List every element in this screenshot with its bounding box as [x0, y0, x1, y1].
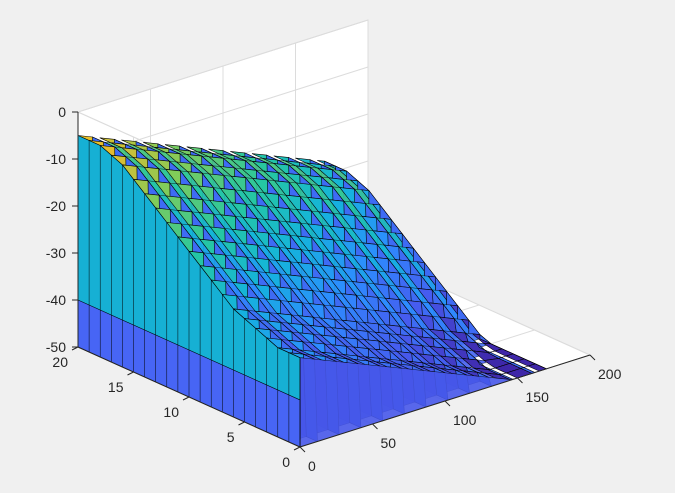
y-tick-label: 15: [108, 379, 124, 395]
x-tick-mark: [299, 446, 306, 453]
y-tick-label: 10: [163, 404, 179, 420]
x-tick-label: 0: [308, 458, 316, 474]
y-tick-mark: [127, 371, 134, 376]
x-tick-label: 100: [453, 412, 477, 428]
y-tick-label: 20: [52, 354, 68, 370]
x-tick-label: 150: [526, 389, 550, 405]
z-tick-label: -20: [46, 198, 66, 214]
y-tick-label: 0: [282, 454, 290, 470]
axes-lines: [71, 111, 596, 453]
z-tick-label: 0: [58, 104, 66, 120]
z-tick-label: -40: [46, 292, 66, 308]
x-tick-mark: [444, 400, 451, 407]
x-tick-mark: [517, 377, 523, 384]
grid-line-z: [77, 19, 369, 113]
grid-line-z: [77, 66, 369, 160]
x-tick-mark: [372, 423, 378, 430]
y-tick-mark: [293, 446, 301, 451]
y-tick-mark: [238, 421, 245, 426]
z-tick-label: -10: [46, 151, 66, 167]
z-tick-label: -30: [46, 245, 66, 261]
surface-face-wall: [479, 333, 492, 345]
x-tick-mark: [589, 354, 596, 361]
y-tick-mark: [182, 396, 190, 401]
x-tick-label: 50: [381, 435, 397, 451]
z-tick-label: -50: [46, 339, 66, 355]
y-tick-label: 5: [227, 429, 235, 445]
surface-mesh: [77, 135, 548, 448]
x-tick-label: 200: [598, 366, 622, 382]
